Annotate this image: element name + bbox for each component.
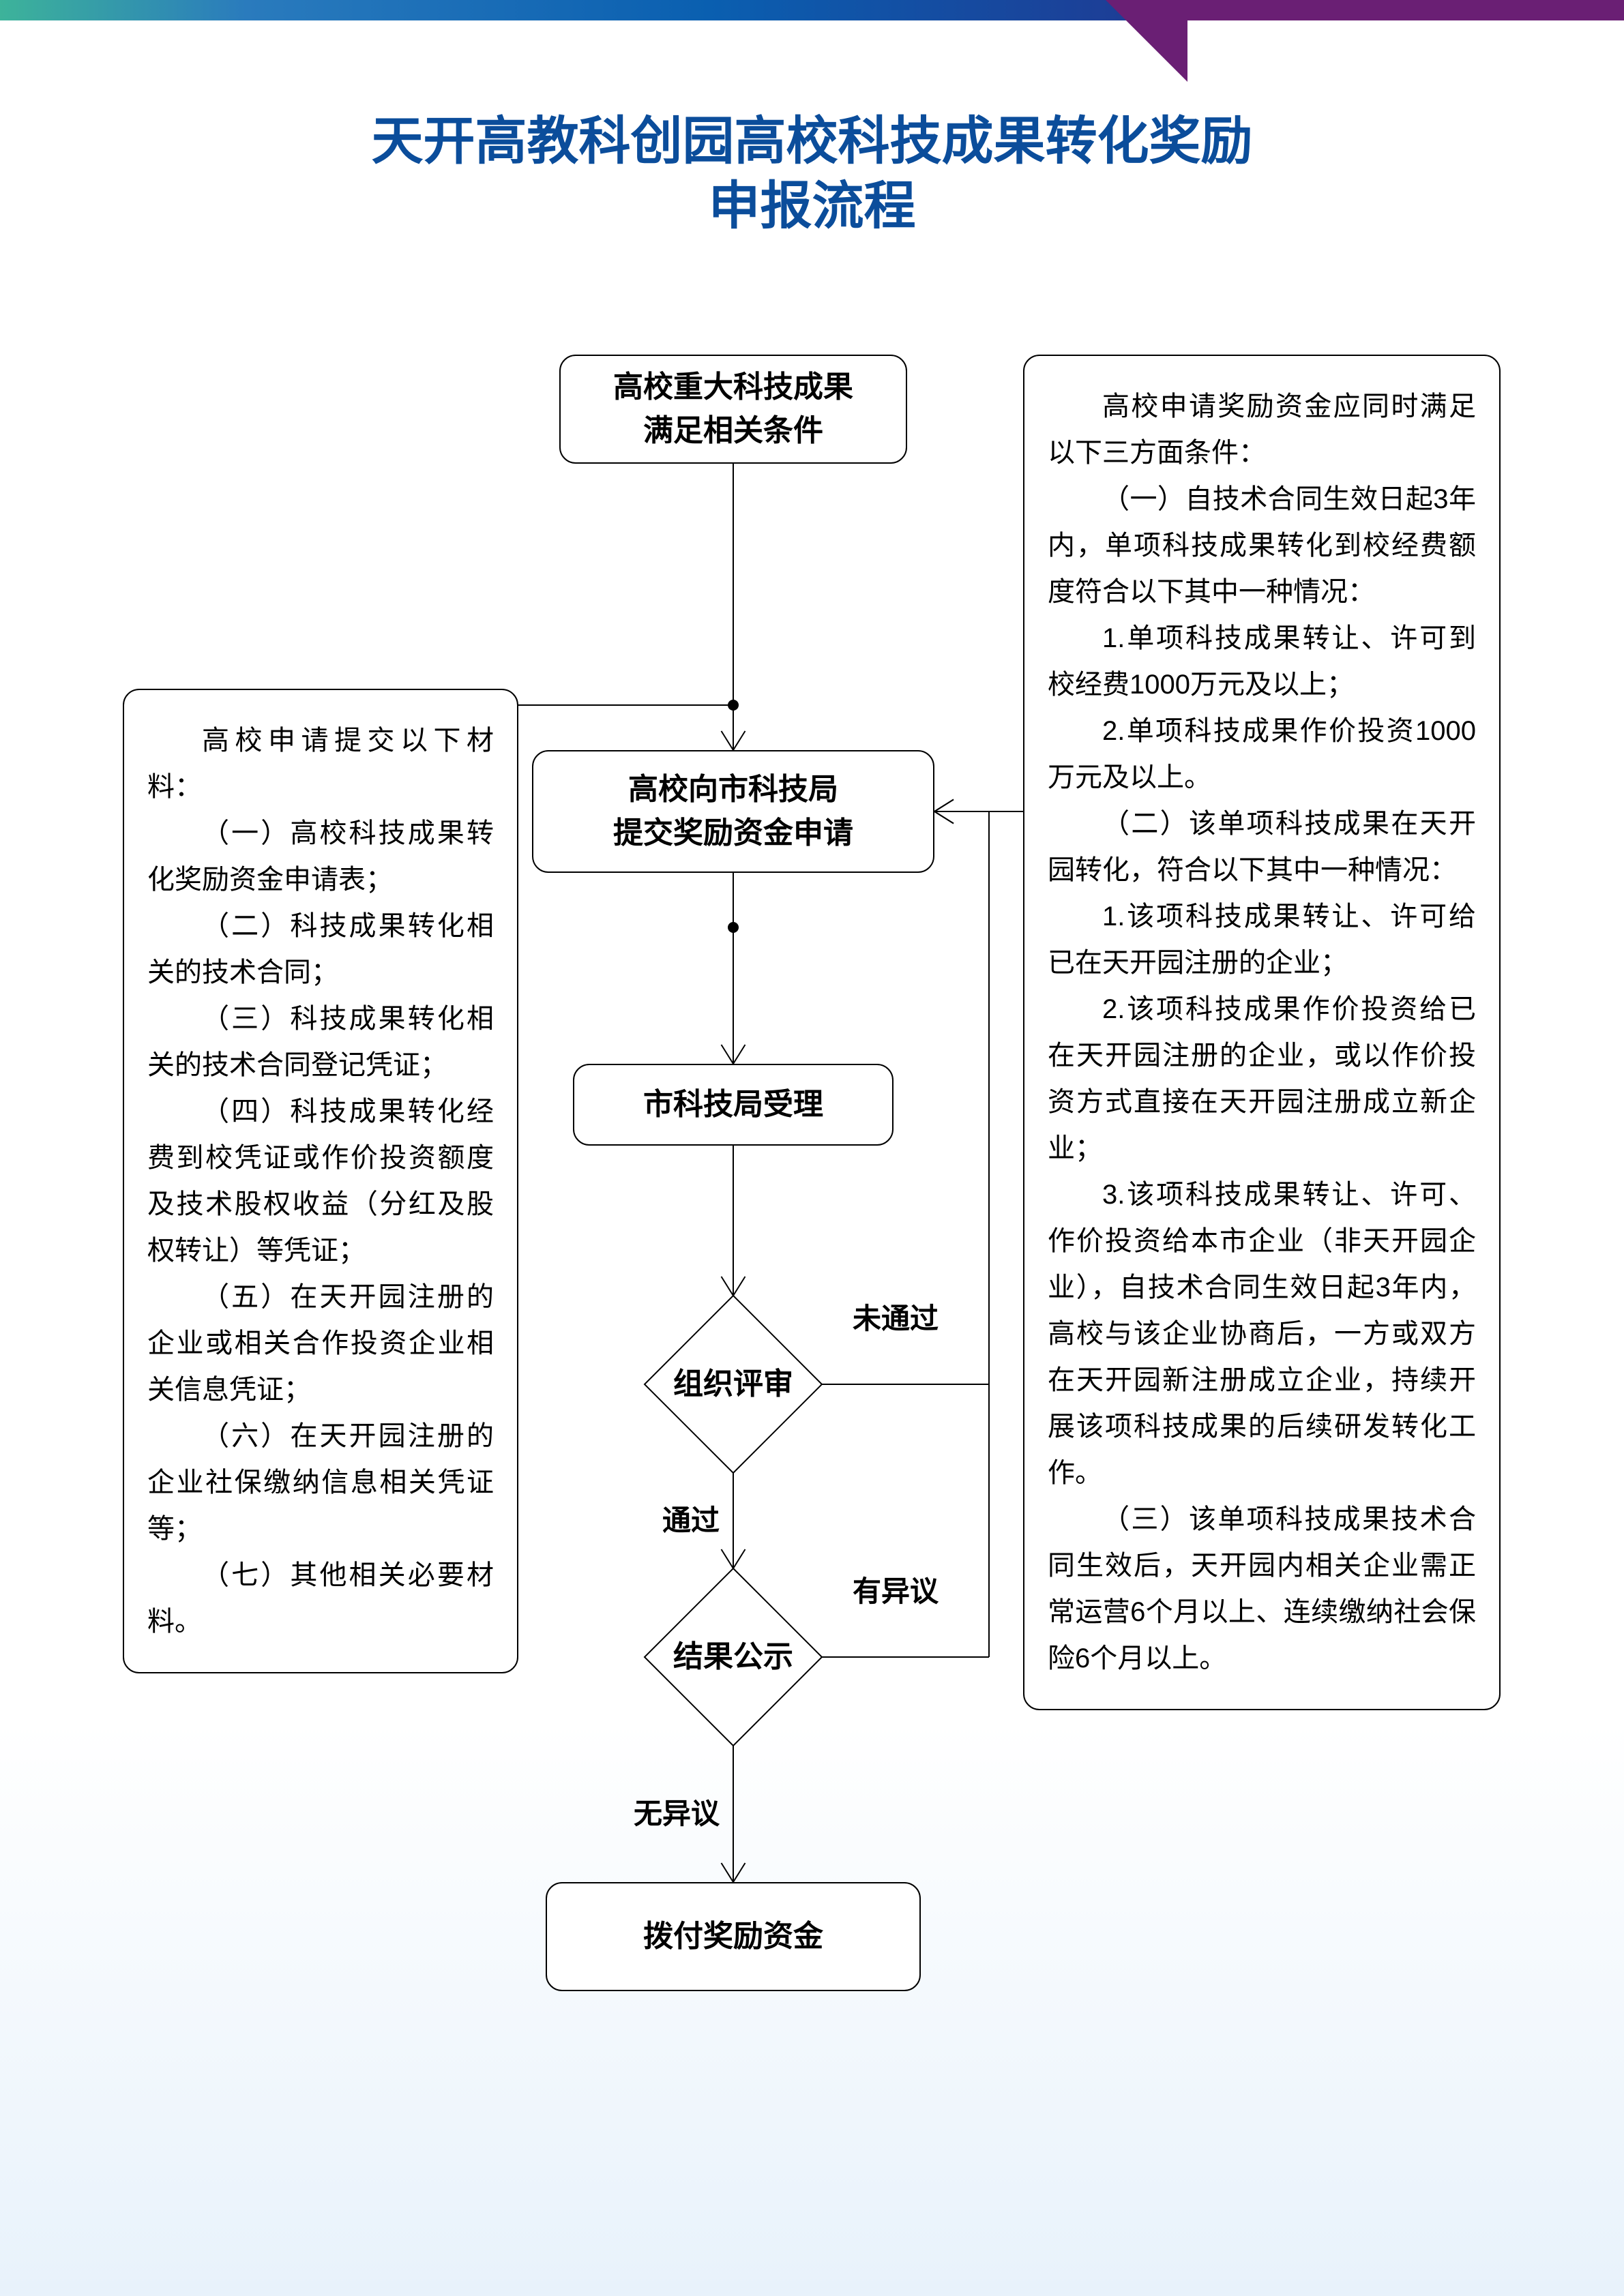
panel-item: （五）在天开园注册的企业或相关合作投资企业相关信息凭证； (147, 1274, 494, 1413)
panel-item: （三）该单项科技成果技术合同生效后，天开园内相关企业需正常运营6个月以上、连续缴… (1048, 1496, 1476, 1682)
panel-item: 2.单项科技成果作价投资1000万元及以上。 (1048, 708, 1476, 801)
panel-title: 高校申请提交以下材料： (147, 717, 494, 810)
panel-item: （一）自技术合同生效日起3年内，单项科技成果转化到校经费额度符合以下其中一种情况… (1048, 476, 1476, 615)
panel-item: （六）在天开园注册的企业社保缴纳信息相关凭证等； (147, 1413, 494, 1552)
panel-item: （二）该单项科技成果在天开园转化，符合以下其中一种情况： (1048, 801, 1476, 893)
side-panels-layer: 高校申请提交以下材料：（一）高校科技成果转化奖励资金申请表；（二）科技成果转化相… (0, 0, 1624, 2296)
right-info-panel: 高校申请奖励资金应同时满足以下三方面条件：（一）自技术合同生效日起3年内，单项科… (1023, 355, 1501, 1710)
panel-item: （三）科技成果转化相关的技术合同登记凭证； (147, 996, 494, 1088)
panel-item: 3.该项科技成果转让、许可、作价投资给本市企业（非天开园企业），自技术合同生效日… (1048, 1172, 1476, 1496)
panel-item: （七）其他相关必要材料。 (147, 1552, 494, 1645)
panel-item: （一）高校科技成果转化奖励资金申请表； (147, 810, 494, 903)
panel-item: （二）科技成果转化相关的技术合同； (147, 903, 494, 996)
panel-item: （四）科技成果转化经费到校凭证或作价投资额度及技术股权收益（分红及股权转让）等凭… (147, 1088, 494, 1274)
panel-item: 1.该项科技成果转让、许可给已在天开园注册的企业； (1048, 893, 1476, 986)
panel-item: 2.该项科技成果作价投资给已在天开园注册的企业，或以作价投资方式直接在天开园注册… (1048, 986, 1476, 1172)
left-info-panel: 高校申请提交以下材料：（一）高校科技成果转化奖励资金申请表；（二）科技成果转化相… (123, 689, 518, 1673)
panel-item: 1.单项科技成果转让、许可到校经费1000万元及以上； (1048, 615, 1476, 708)
panel-title: 高校申请奖励资金应同时满足以下三方面条件： (1048, 383, 1476, 476)
